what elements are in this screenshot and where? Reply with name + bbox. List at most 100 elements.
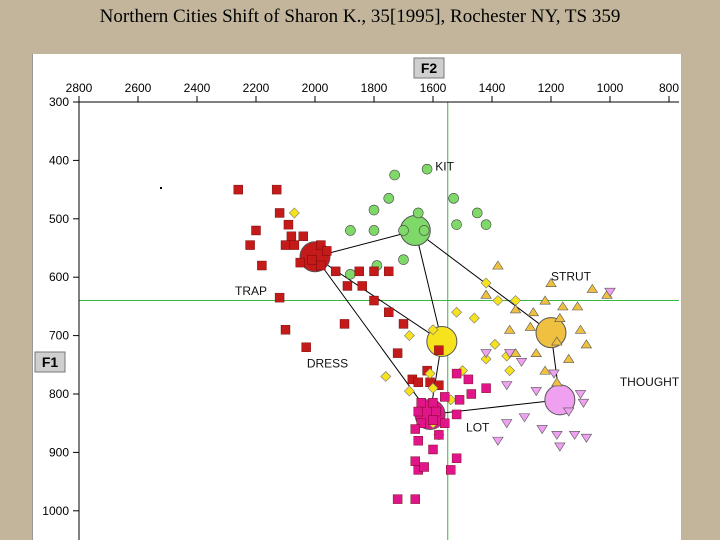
y-tick-label: 500 [49, 212, 69, 226]
point-lot [392, 494, 403, 504]
point-kit [480, 219, 492, 230]
point-lot [454, 395, 465, 405]
point-dress [489, 338, 501, 350]
point-trap [354, 266, 364, 277]
chart-title: Northern Cities Shift of Sharon K., 35[1… [99, 6, 621, 27]
point-trap [316, 240, 326, 250]
point-dress [427, 382, 439, 394]
point-trap [280, 240, 291, 250]
point-kit [345, 268, 356, 280]
point-lot [428, 415, 438, 425]
point-lot [434, 430, 444, 440]
point-strut [562, 353, 575, 363]
point-lot [413, 406, 423, 417]
x-tick-label: 2800 [66, 81, 93, 95]
point-kit [383, 193, 395, 204]
point-thought [536, 425, 548, 435]
point-thought [604, 287, 616, 297]
point-trap [398, 319, 409, 329]
mean-strut [535, 317, 567, 349]
point-trap [369, 295, 379, 306]
y-tick-label: 400 [49, 153, 69, 167]
x-tick-label: 2400 [184, 81, 211, 95]
point-thought [480, 349, 492, 359]
point-lot [416, 418, 426, 428]
x-tick-label: 1000 [597, 81, 624, 95]
point-thought [518, 413, 531, 423]
point-thought [580, 433, 593, 443]
point-trap [298, 231, 308, 242]
point-lot [413, 436, 423, 446]
point-strut [492, 260, 504, 270]
point-trap [295, 257, 305, 268]
point-trap [251, 225, 261, 236]
point-thought [548, 369, 560, 379]
point-kit [418, 225, 430, 236]
point-trap [330, 266, 341, 277]
x-tick-label: 1800 [361, 81, 388, 95]
point-lot [466, 389, 477, 399]
point-strut [551, 377, 563, 387]
point-dress [403, 330, 415, 342]
y-tick-label: 1000 [42, 504, 69, 518]
y-tick-label: 600 [49, 270, 69, 284]
y-tick-label: 800 [49, 387, 69, 401]
point-dress [480, 353, 492, 365]
point-lot [431, 406, 441, 417]
point-lot [451, 368, 462, 379]
label-dress: DRESS [307, 356, 348, 370]
label-lot: LOT [466, 420, 490, 434]
point-trap [271, 184, 282, 195]
point-thought [503, 349, 516, 359]
point-strut [554, 313, 566, 322]
point-trap [369, 266, 379, 277]
point-trap [357, 281, 367, 291]
point-thought [492, 436, 504, 446]
plot-panel: KIT TRAP DRESS STRUT THOUGHT LOT 2800 2600 2400… [32, 54, 681, 540]
point-trap [384, 266, 394, 277]
point-strut [530, 348, 542, 358]
point-lot [451, 409, 462, 420]
point-strut [539, 365, 551, 375]
x-axis-title: F2 [421, 60, 438, 76]
point-thought [501, 419, 513, 429]
point-kit [368, 225, 380, 236]
point-lot [410, 456, 420, 466]
y-tick-label: 700 [49, 329, 69, 343]
point-kit [345, 225, 356, 236]
point-kit [421, 163, 433, 175]
point-trap [274, 208, 285, 218]
point-trap [283, 219, 294, 230]
point-strut [557, 301, 569, 311]
point-dress [480, 277, 492, 289]
point-lot [410, 424, 420, 434]
point-kit [368, 204, 380, 216]
x-tick-label: 2600 [125, 81, 152, 95]
point-strut [571, 301, 584, 311]
scatter-chart: KIT TRAP DRESS STRUT THOUGHT LOT 2800 2600 2400… [34, 57, 680, 540]
point-strut [480, 289, 492, 299]
x-tick-label: 1200 [538, 81, 565, 95]
point-trap [286, 231, 297, 242]
point-kit [412, 207, 424, 219]
point-thought [574, 390, 587, 400]
stray-dot [160, 187, 162, 189]
point-lot [419, 462, 429, 472]
point-trap [233, 184, 244, 195]
point-trap [392, 348, 403, 358]
point-strut [527, 307, 540, 317]
point-trap [413, 377, 423, 388]
point-strut [509, 304, 522, 314]
point-lot [428, 444, 438, 455]
point-thought [551, 430, 563, 440]
point-lot [410, 494, 420, 504]
point-lot [463, 374, 474, 385]
point-dress [504, 365, 516, 377]
label-kit: KIT [435, 159, 454, 173]
point-thought [515, 357, 528, 367]
point-kit [448, 193, 459, 204]
point-dress [451, 306, 463, 318]
point-trap [257, 260, 267, 271]
point-strut [551, 336, 563, 346]
point-dress [510, 295, 522, 306]
